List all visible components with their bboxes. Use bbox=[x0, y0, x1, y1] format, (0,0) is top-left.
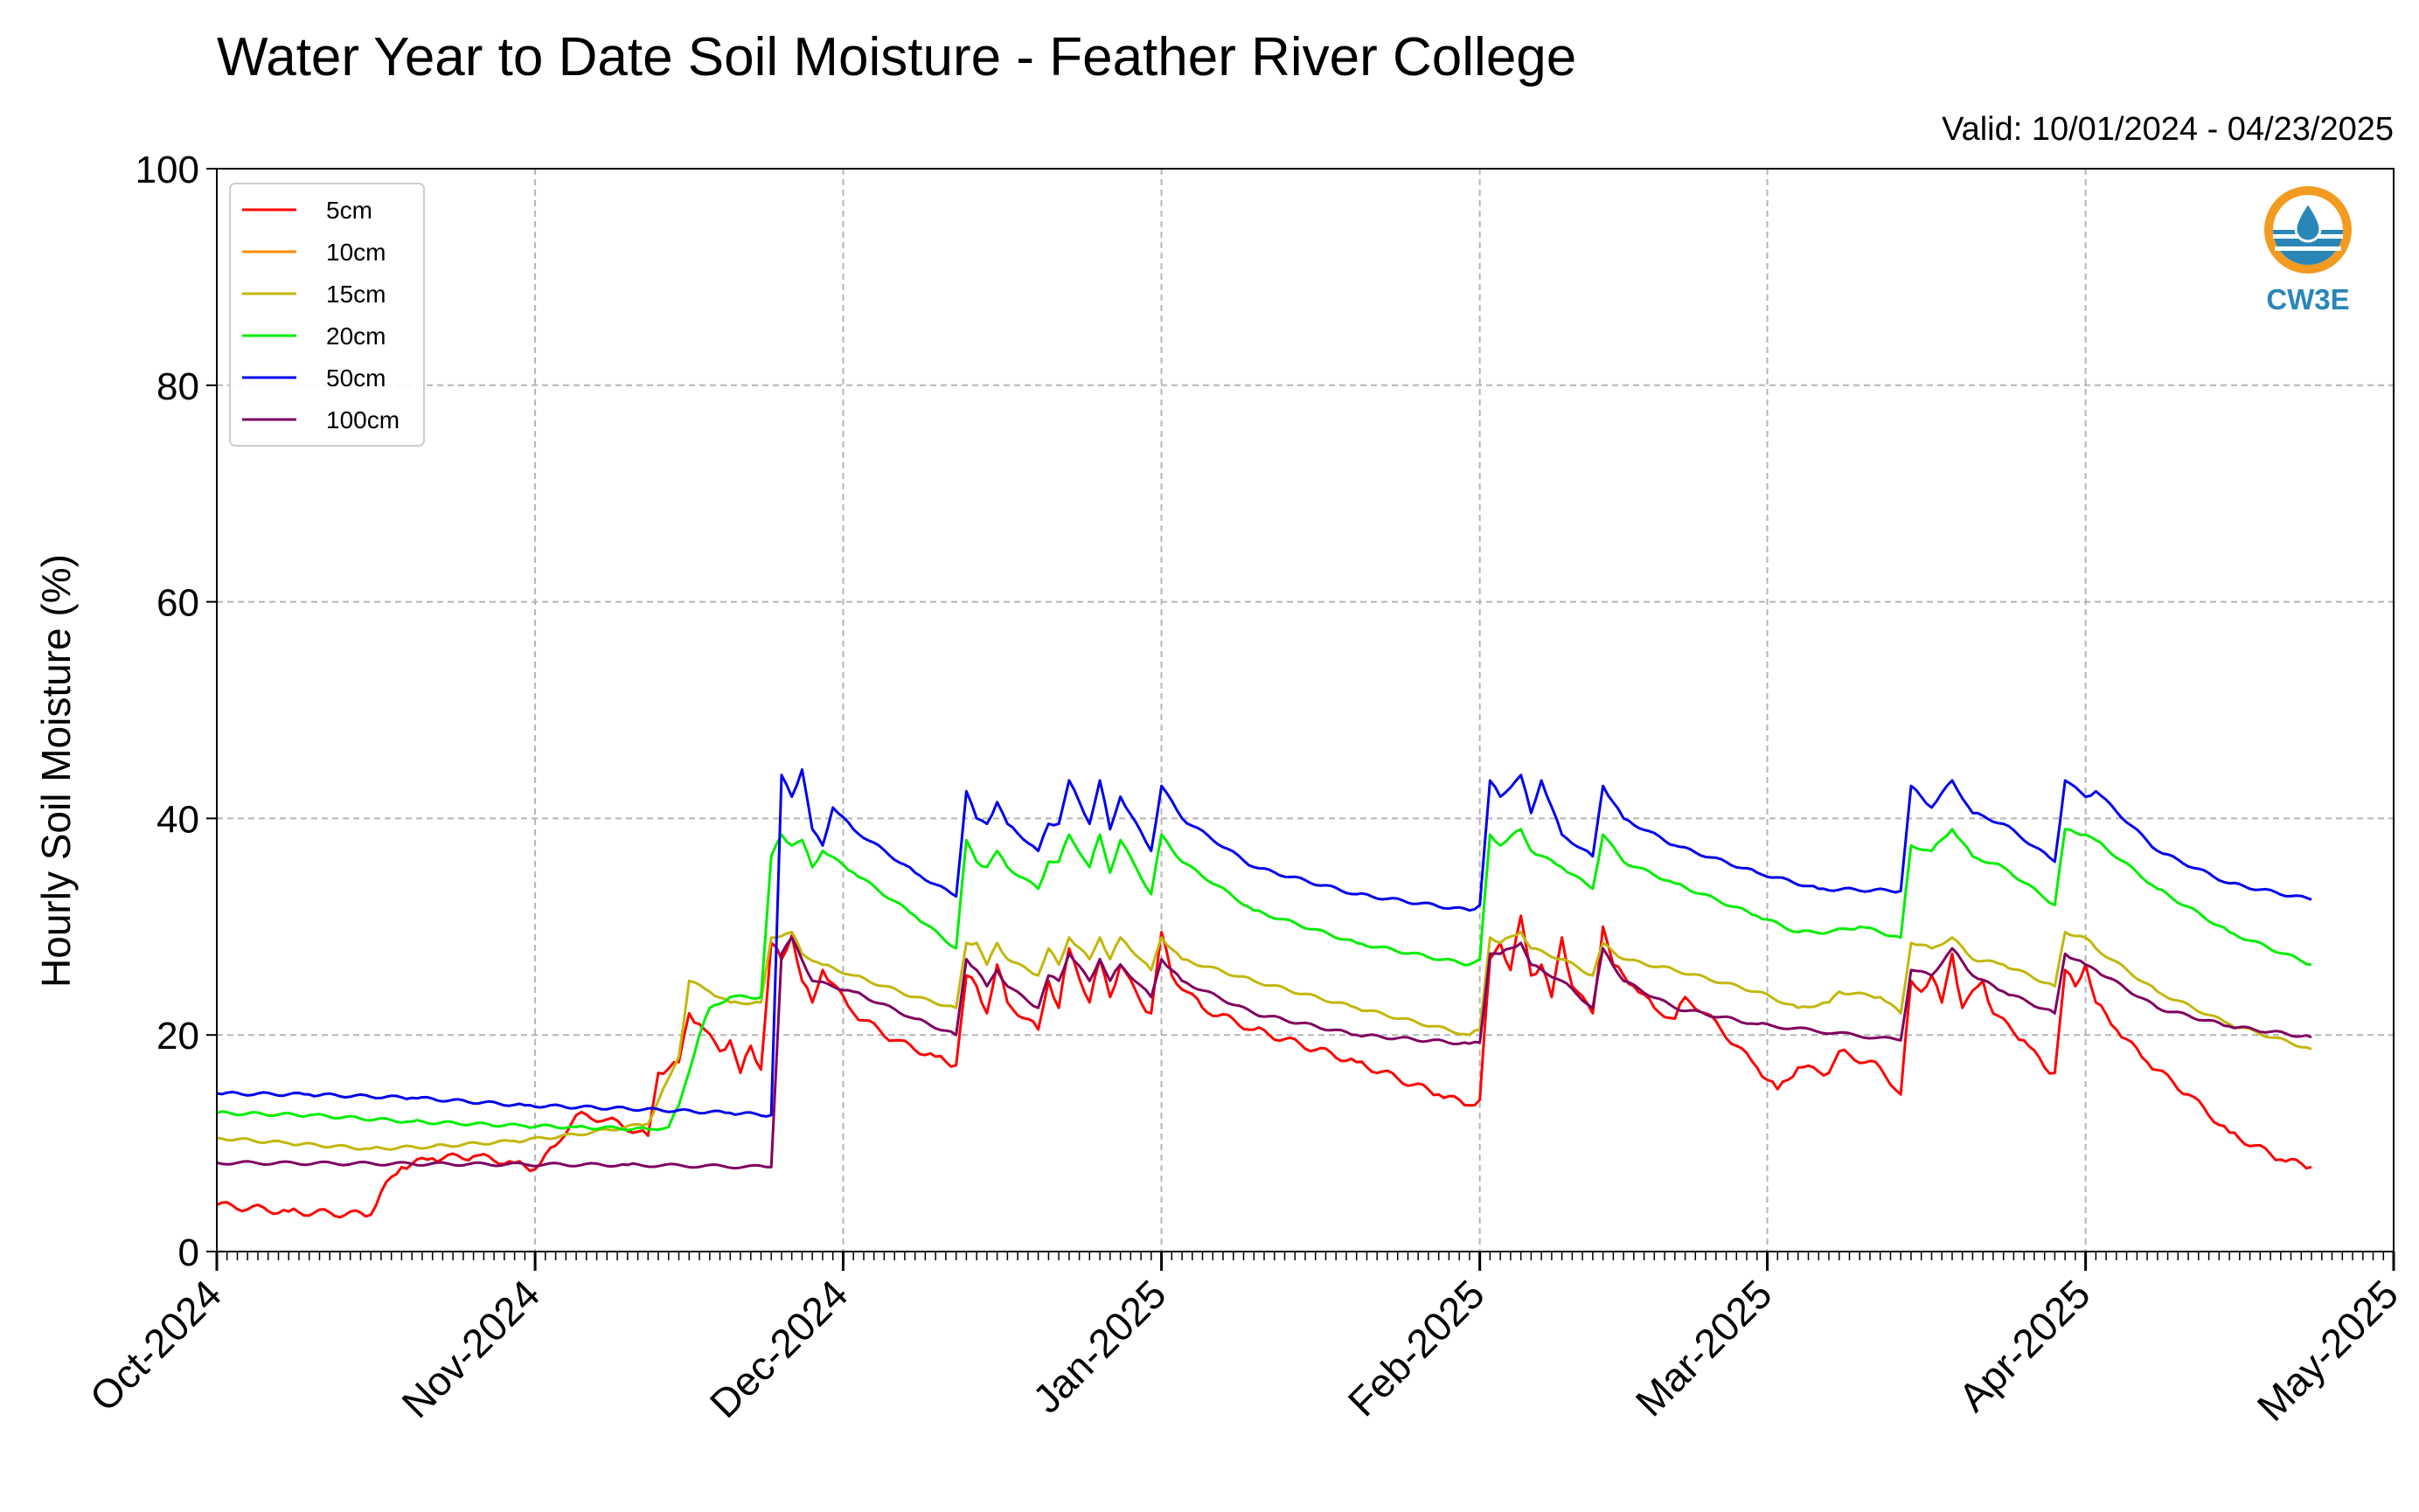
legend-label: 20cm bbox=[326, 323, 386, 350]
raindrop-icon bbox=[2294, 200, 2322, 243]
legend-label: 50cm bbox=[326, 364, 386, 392]
legend-label: 100cm bbox=[326, 406, 400, 433]
x-minor-ticks bbox=[216, 1252, 2395, 1260]
plot-frame bbox=[216, 168, 2395, 1252]
legend-label: 15cm bbox=[326, 281, 386, 308]
y-tick-label: 60 bbox=[156, 582, 199, 625]
y-tick-label: 40 bbox=[156, 798, 199, 841]
legend-label: 5cm bbox=[326, 197, 372, 224]
y-tick-label: 0 bbox=[178, 1231, 199, 1274]
y-tick-label: 80 bbox=[156, 365, 199, 408]
series-line-15cm bbox=[216, 931, 2312, 1151]
legend-label: 10cm bbox=[326, 239, 386, 266]
series-line-100cm bbox=[216, 936, 2312, 1170]
chart-title: Water Year to Date Soil Moisture - Feath… bbox=[217, 27, 1576, 87]
cw3e-logo: CW3E bbox=[2264, 186, 2352, 316]
logo-wave-2 bbox=[2275, 246, 2341, 251]
y-tick-label: 100 bbox=[136, 149, 199, 191]
grid-lines bbox=[217, 169, 2394, 1252]
y-axis-label: Hourly Soil Moisture (%) bbox=[33, 554, 79, 988]
y-tick-label: 20 bbox=[156, 1015, 199, 1058]
logo-text: CW3E bbox=[2266, 283, 2349, 316]
series-lines bbox=[216, 768, 2312, 1219]
series-line-20cm bbox=[216, 828, 2312, 1132]
chart-subtitle: Valid: 10/01/2024 - 04/23/2025 bbox=[1942, 111, 2394, 148]
series-line-50cm bbox=[216, 768, 2312, 1118]
legend: 5cm 10cm 15cm 20cm 50cm 100cm bbox=[229, 183, 425, 447]
legend-box bbox=[229, 183, 425, 447]
